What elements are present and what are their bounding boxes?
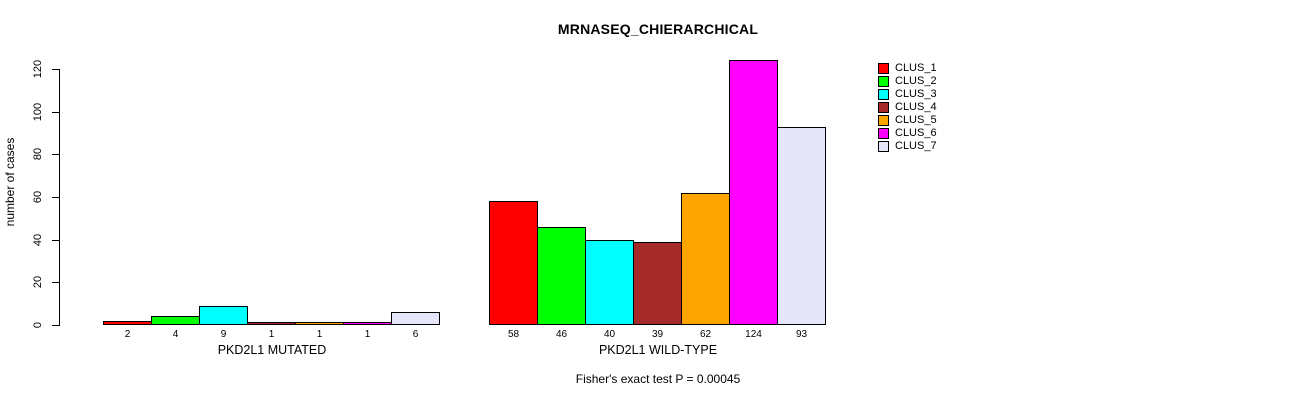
bar-value-label-clus_3-mutated: 9 (220, 329, 227, 340)
legend-entry-label: CLUS_5 (895, 114, 937, 126)
y-axis-tick (52, 282, 60, 283)
bar-value-label-clus_5-mutated: 1 (316, 329, 323, 340)
bar-value-label-clus_7-wild-type: 93 (795, 329, 808, 340)
y-axis-tick (52, 240, 60, 241)
legend-entry-clus_7: CLUS_7 (878, 140, 937, 153)
legend-entry-clus_2: CLUS_2 (878, 75, 937, 88)
bar-clus_3-mutated (199, 306, 248, 325)
legend-swatch-clus_6 (878, 128, 889, 139)
bar-clus_7-wild-type (777, 127, 826, 325)
y-axis-tick (52, 325, 60, 326)
bar-clus_2-wild-type (537, 227, 586, 325)
legend-entry-label: CLUS_3 (895, 88, 937, 100)
legend-swatch-clus_1 (878, 63, 889, 74)
legend-entry-clus_6: CLUS_6 (878, 127, 937, 140)
legend-entry-label: CLUS_2 (895, 75, 937, 87)
bar-clus_4-mutated (247, 322, 296, 325)
legend-entry-label: CLUS_7 (895, 140, 937, 152)
y-axis-tick-label: 20 (32, 275, 44, 289)
x-axis-group-label-wild-type: PKD2L1 WILD-TYPE (598, 343, 718, 357)
bar-value-label-clus_5-wild-type: 62 (699, 329, 712, 340)
y-axis-tick (52, 197, 60, 198)
bar-clus_5-mutated (295, 322, 344, 325)
bar-clus_1-mutated (103, 321, 152, 325)
y-axis-tick-label: 80 (32, 147, 44, 161)
x-axis-group-label-mutated: PKD2L1 MUTATED (217, 343, 327, 357)
bar-value-label-clus_2-mutated: 4 (172, 329, 179, 340)
legend-entry-clus_1: CLUS_1 (878, 62, 937, 75)
legend-swatch-clus_4 (878, 102, 889, 113)
bar-clus_2-mutated (151, 316, 200, 325)
y-axis-tick-label: 100 (32, 102, 44, 122)
bar-value-label-clus_1-mutated: 2 (124, 329, 131, 340)
bar-clus_7-mutated (391, 312, 440, 325)
legend-swatch-clus_5 (878, 115, 889, 126)
bar-value-label-clus_3-wild-type: 40 (603, 329, 616, 340)
bar-clus_6-mutated (343, 322, 392, 325)
y-axis-tick-label: 120 (32, 59, 44, 79)
legend-swatch-clus_3 (878, 89, 889, 100)
y-axis-tick (52, 154, 60, 155)
bar-value-label-clus_6-mutated: 1 (364, 329, 371, 340)
bar-value-label-clus_4-wild-type: 39 (651, 329, 664, 340)
y-axis-tick-label: 0 (32, 321, 44, 329)
bar-value-label-clus_7-mutated: 6 (412, 329, 419, 340)
legend-entry-label: CLUS_6 (895, 127, 937, 139)
y-axis-tick (52, 69, 60, 70)
bar-value-label-clus_1-wild-type: 58 (507, 329, 520, 340)
bar-value-label-clus_2-wild-type: 46 (555, 329, 568, 340)
bar-value-label-clus_6-wild-type: 124 (745, 329, 762, 340)
y-axis-tick (52, 112, 60, 113)
legend-entry-clus_3: CLUS_3 (878, 88, 937, 101)
chart-title: MRNASEQ_CHIERARCHICAL (557, 21, 759, 37)
y-axis-tick-label: 60 (32, 190, 44, 204)
bar-clus_5-wild-type (681, 193, 730, 325)
fisher-test-footnote: Fisher's exact test P = 0.00045 (575, 372, 741, 386)
bar-clus_6-wild-type (729, 60, 778, 325)
legend-entry-label: CLUS_4 (895, 101, 937, 113)
y-axis-tick-label: 40 (32, 233, 44, 247)
y-axis-title: number of cases (3, 137, 17, 227)
bar-clus_4-wild-type (633, 242, 682, 325)
legend-entry-clus_4: CLUS_4 (878, 101, 937, 114)
bar-clus_1-wild-type (489, 201, 538, 325)
legend-entry-label: CLUS_1 (895, 62, 937, 74)
legend-swatch-clus_7 (878, 141, 889, 152)
bar-value-label-clus_4-mutated: 1 (268, 329, 275, 340)
legend-entry-clus_5: CLUS_5 (878, 114, 937, 127)
legend-swatch-clus_2 (878, 76, 889, 87)
bar-clus_3-wild-type (585, 240, 634, 325)
legend: CLUS_1 CLUS_2 CLUS_3 CLUS_4 CLUS_5 CLUS_6 CLUS… (878, 62, 937, 153)
